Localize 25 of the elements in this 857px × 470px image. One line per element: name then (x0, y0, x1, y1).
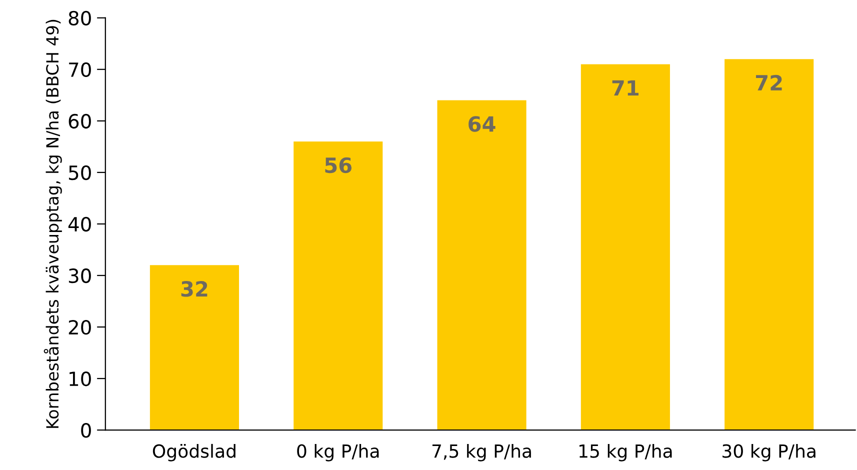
y-tick-label: 0 (81, 423, 91, 438)
x-tick-label: 15 kg P/ha (580, 444, 672, 462)
bar (150, 265, 240, 430)
bar (294, 142, 383, 430)
data-label: 64 (468, 116, 496, 132)
data-label: 71 (612, 80, 639, 96)
y-tick-label: 70 (69, 62, 91, 78)
y-axis-title: Kornbeståndets kväveupptag, kg N/ha (BBCH 49) (44, 20, 62, 428)
x-tick-label: Ogödslad (152, 444, 236, 462)
x-tick-label: 0 kg P/ha (297, 444, 379, 462)
x-tick-label: 7,5 kg P/ha (432, 444, 531, 462)
y-tick-label: 60 (68, 114, 91, 129)
bar (580, 64, 670, 430)
bar (437, 100, 526, 430)
data-label: 32 (181, 281, 208, 297)
data-label: 56 (325, 157, 352, 174)
y-tick-label: 50 (68, 165, 91, 180)
y-tick-label: 30 (68, 268, 91, 284)
y-tick-label: 20 (68, 320, 91, 335)
data-label: 72 (756, 74, 782, 90)
x-tick-label: 30 kg P/ha (722, 444, 816, 462)
y-tick-label: 10 (70, 371, 91, 386)
y-tick-label: 80 (68, 10, 91, 26)
y-tick-label: 40 (68, 216, 91, 232)
bar (724, 59, 814, 430)
